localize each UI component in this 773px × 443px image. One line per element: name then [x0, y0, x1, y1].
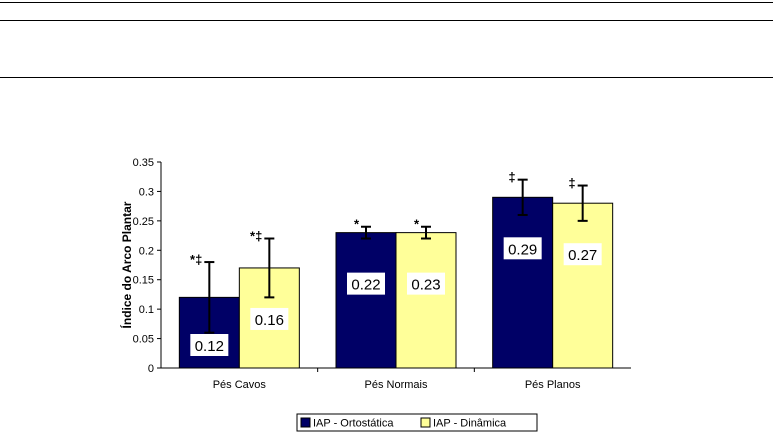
legend-box [296, 413, 538, 432]
data-label-box [250, 307, 289, 330]
chart-legend: IAP - Ortostática IAP - Dinâmica [296, 413, 538, 432]
y-tick-label: 0.2 [139, 245, 154, 257]
data-label-box [407, 272, 445, 295]
y-tick-label: 0.15 [133, 275, 154, 287]
legend-swatch [300, 417, 311, 428]
y-axis-title: Índice do Arco Plantar [119, 201, 134, 328]
bar [395, 232, 457, 369]
bar [552, 202, 614, 369]
bar [335, 232, 397, 369]
data-label-box [347, 272, 385, 295]
bottom-rule [0, 77, 773, 78]
data-label: 0.27 [568, 247, 597, 264]
legend-label: IAP - Ortostática [313, 418, 394, 430]
y-tick-label: 0.3 [139, 186, 154, 198]
significance-marker: ‡ [568, 176, 575, 191]
y-tick-label: 0 [148, 363, 154, 375]
data-label: 0.29 [508, 241, 537, 258]
significance-marker: *‡ [250, 229, 262, 244]
bar [492, 196, 554, 369]
data-label-box [190, 334, 229, 356]
x-category-label: Pés Cavos [213, 379, 267, 391]
data-label: 0.22 [351, 277, 380, 294]
legend-label: IAP - Dinâmica [433, 418, 507, 430]
data-label: 0.12 [195, 338, 224, 355]
data-label-box [563, 243, 602, 266]
significance-marker: *‡ [190, 252, 202, 267]
legend-swatch [420, 417, 431, 428]
middle-rule [0, 20, 773, 21]
significance-marker: * [354, 217, 360, 232]
x-category-label: Pés Normais [365, 379, 428, 391]
y-tick-label: 0.1 [139, 304, 154, 316]
data-label: 0.23 [411, 277, 440, 294]
chart-axes: 0 0.05 0.1 0.15 0.2 0.25 0.3 0.35 Índice do Arco… [119, 157, 631, 391]
data-label: 0.16 [255, 312, 284, 329]
significance-marker: * [414, 217, 420, 232]
data-label-box [503, 237, 542, 260]
y-tick-label: 0.35 [133, 157, 154, 169]
chart-bars: *‡ 0.12 *‡ 0.16 * 0.22 * 0.23 ‡ 0.29 ‡ 0.27 [178, 170, 614, 369]
x-category-label: Pés Planos [525, 379, 581, 391]
significance-marker: ‡ [508, 170, 515, 185]
y-tick-label: 0.05 [133, 334, 154, 346]
y-tick-label: 0.25 [133, 216, 154, 228]
top-rule [0, 2, 773, 3]
